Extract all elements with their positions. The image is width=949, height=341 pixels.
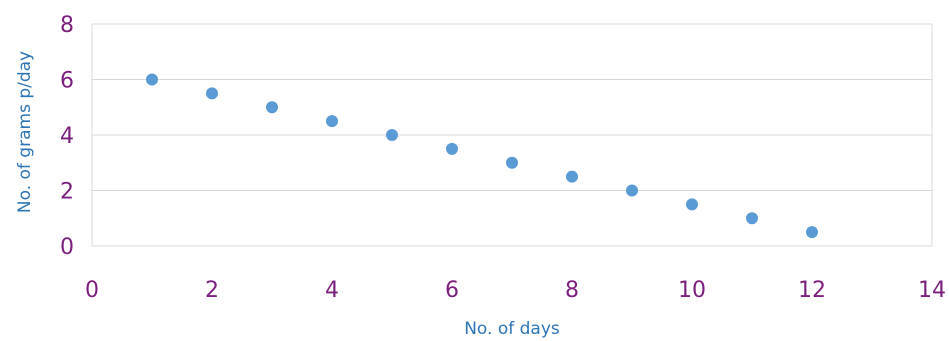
data-point-10	[686, 198, 698, 211]
data-point-9	[626, 184, 638, 197]
data-points	[146, 73, 818, 239]
y-tick-label-2: 2	[60, 180, 74, 205]
gridlines	[91, 23, 933, 247]
data-point-3	[266, 101, 278, 114]
data-point-8	[566, 170, 578, 183]
y-tick-label-6: 6	[60, 69, 74, 94]
x-tick-label-6: 6	[445, 278, 459, 303]
x-tick-label-4: 4	[325, 278, 339, 303]
y-axis-title: No. of grams p/day	[15, 51, 35, 213]
data-point-2	[206, 87, 218, 100]
x-tick-label-2: 2	[205, 278, 219, 303]
x-tick-label-14: 14	[918, 278, 946, 303]
data-point-7	[506, 156, 518, 169]
x-tick-label-0: 0	[85, 278, 99, 303]
y-tick-label-0: 0	[60, 235, 74, 260]
x-tick-label-12: 12	[798, 278, 826, 303]
data-point-12	[806, 226, 818, 239]
x-tick-label-10: 10	[678, 278, 706, 303]
data-point-11	[746, 212, 758, 225]
x-tick-label-8: 8	[565, 278, 579, 303]
data-point-5	[386, 129, 398, 141]
y-axis-tick-labels: 0 2 4 6 8	[60, 13, 74, 260]
y-tick-label-4: 4	[60, 124, 74, 149]
x-axis-tick-labels: 0 2 4 6 8 10 12 14	[85, 278, 946, 303]
data-point-4	[326, 115, 338, 128]
data-point-6	[446, 142, 458, 155]
data-point-1	[146, 73, 158, 86]
y-tick-label-8: 8	[60, 13, 74, 38]
x-axis-title: No. of days	[464, 319, 560, 339]
